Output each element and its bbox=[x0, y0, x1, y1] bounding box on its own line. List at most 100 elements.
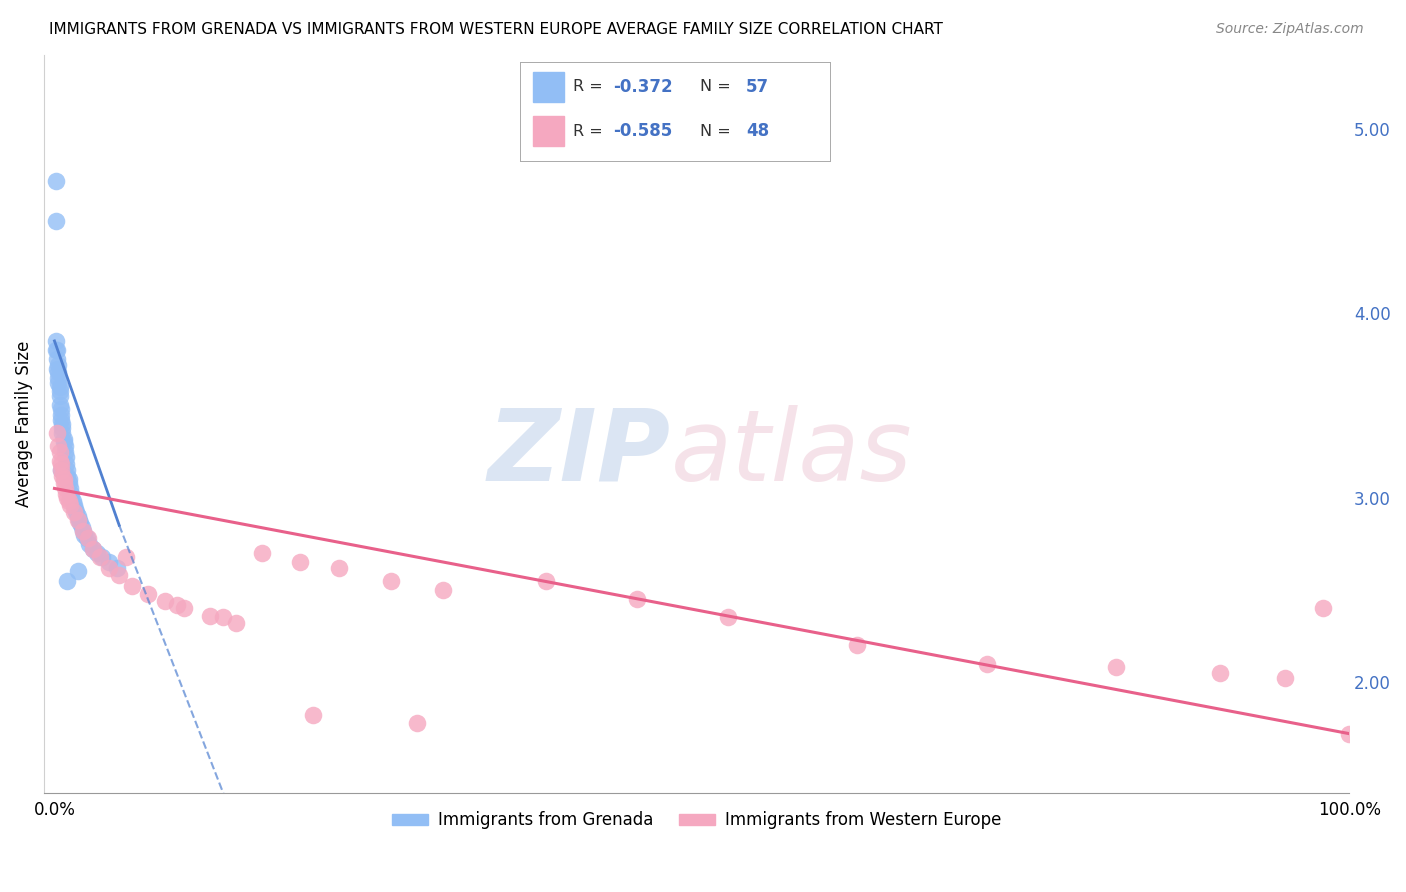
Point bbox=[56, 463, 79, 477]
Point bbox=[48, 399, 70, 413]
Point bbox=[48, 380, 70, 394]
Point bbox=[1312, 601, 1334, 615]
Point bbox=[302, 708, 325, 723]
Point bbox=[89, 549, 111, 564]
Point bbox=[51, 468, 73, 483]
Point bbox=[45, 343, 67, 358]
Point bbox=[406, 715, 429, 730]
Point bbox=[536, 574, 558, 588]
Point bbox=[48, 371, 70, 385]
Point bbox=[52, 435, 75, 450]
Point bbox=[46, 426, 69, 441]
Point bbox=[290, 555, 312, 569]
Point bbox=[49, 413, 72, 427]
Point bbox=[45, 334, 67, 348]
Point bbox=[56, 491, 79, 505]
Point bbox=[52, 475, 75, 490]
Point bbox=[53, 439, 76, 453]
Point bbox=[136, 586, 159, 600]
Point bbox=[53, 482, 76, 496]
Text: R =: R = bbox=[572, 79, 607, 95]
Point bbox=[225, 615, 247, 630]
Bar bbox=[533, 72, 564, 102]
Point bbox=[97, 560, 120, 574]
Point bbox=[976, 657, 998, 671]
Point bbox=[328, 560, 350, 574]
Point bbox=[48, 358, 70, 372]
Point bbox=[58, 494, 80, 508]
Point bbox=[45, 214, 67, 228]
Legend: Immigrants from Grenada, Immigrants from Western Europe: Immigrants from Grenada, Immigrants from… bbox=[385, 805, 1008, 836]
Point bbox=[48, 365, 70, 379]
Point bbox=[60, 491, 83, 505]
Point bbox=[69, 516, 91, 531]
Point bbox=[67, 513, 90, 527]
Point bbox=[380, 574, 402, 588]
Point bbox=[211, 610, 233, 624]
Text: 57: 57 bbox=[747, 78, 769, 96]
Text: -0.585: -0.585 bbox=[613, 122, 672, 140]
Point bbox=[49, 458, 72, 472]
Point bbox=[97, 555, 120, 569]
Point bbox=[56, 574, 79, 588]
Point bbox=[46, 352, 69, 367]
Point bbox=[48, 376, 70, 391]
Point bbox=[51, 426, 73, 441]
Text: 48: 48 bbox=[747, 122, 769, 140]
Point bbox=[58, 475, 80, 490]
Point bbox=[52, 472, 75, 486]
Point bbox=[49, 463, 72, 477]
Point bbox=[846, 638, 869, 652]
Point bbox=[59, 498, 82, 512]
Point bbox=[59, 482, 82, 496]
Point bbox=[63, 505, 86, 519]
Point bbox=[153, 594, 176, 608]
Point bbox=[79, 537, 101, 551]
Point bbox=[46, 343, 69, 358]
Point bbox=[82, 542, 104, 557]
Point bbox=[53, 444, 76, 458]
Point bbox=[58, 472, 80, 486]
Point bbox=[250, 546, 273, 560]
Point bbox=[49, 408, 72, 422]
Text: R =: R = bbox=[572, 124, 607, 138]
Bar bbox=[533, 117, 564, 146]
Point bbox=[55, 450, 77, 464]
Point bbox=[44, 173, 66, 187]
Point bbox=[1209, 665, 1232, 680]
Point bbox=[198, 608, 221, 623]
Point bbox=[65, 505, 87, 519]
Point bbox=[108, 568, 131, 582]
Text: IMMIGRANTS FROM GRENADA VS IMMIGRANTS FROM WESTERN EUROPE AVERAGE FAMILY SIZE CO: IMMIGRANTS FROM GRENADA VS IMMIGRANTS FR… bbox=[49, 22, 943, 37]
Point bbox=[86, 546, 108, 560]
Point bbox=[49, 402, 72, 417]
Point bbox=[73, 527, 96, 541]
Text: N =: N = bbox=[700, 124, 735, 138]
Point bbox=[432, 582, 454, 597]
Point bbox=[66, 509, 89, 524]
Point bbox=[105, 560, 128, 574]
Point bbox=[91, 549, 114, 564]
Point bbox=[121, 579, 143, 593]
Point bbox=[66, 513, 89, 527]
Point bbox=[72, 524, 94, 538]
Point bbox=[114, 549, 136, 564]
Text: Source: ZipAtlas.com: Source: ZipAtlas.com bbox=[1216, 22, 1364, 37]
Point bbox=[56, 468, 79, 483]
Point bbox=[51, 417, 73, 431]
Point bbox=[76, 531, 98, 545]
Point bbox=[1105, 660, 1128, 674]
Point bbox=[166, 598, 188, 612]
Point bbox=[717, 610, 740, 624]
Point bbox=[66, 565, 89, 579]
Text: -0.372: -0.372 bbox=[613, 78, 672, 96]
Point bbox=[63, 501, 86, 516]
Point bbox=[52, 432, 75, 446]
Y-axis label: Average Family Size: Average Family Size bbox=[15, 341, 32, 507]
Point bbox=[62, 494, 84, 508]
Point bbox=[55, 458, 77, 472]
Point bbox=[1274, 671, 1296, 685]
Point bbox=[1339, 726, 1361, 740]
Text: atlas: atlas bbox=[671, 405, 912, 502]
Text: ZIP: ZIP bbox=[488, 405, 671, 502]
